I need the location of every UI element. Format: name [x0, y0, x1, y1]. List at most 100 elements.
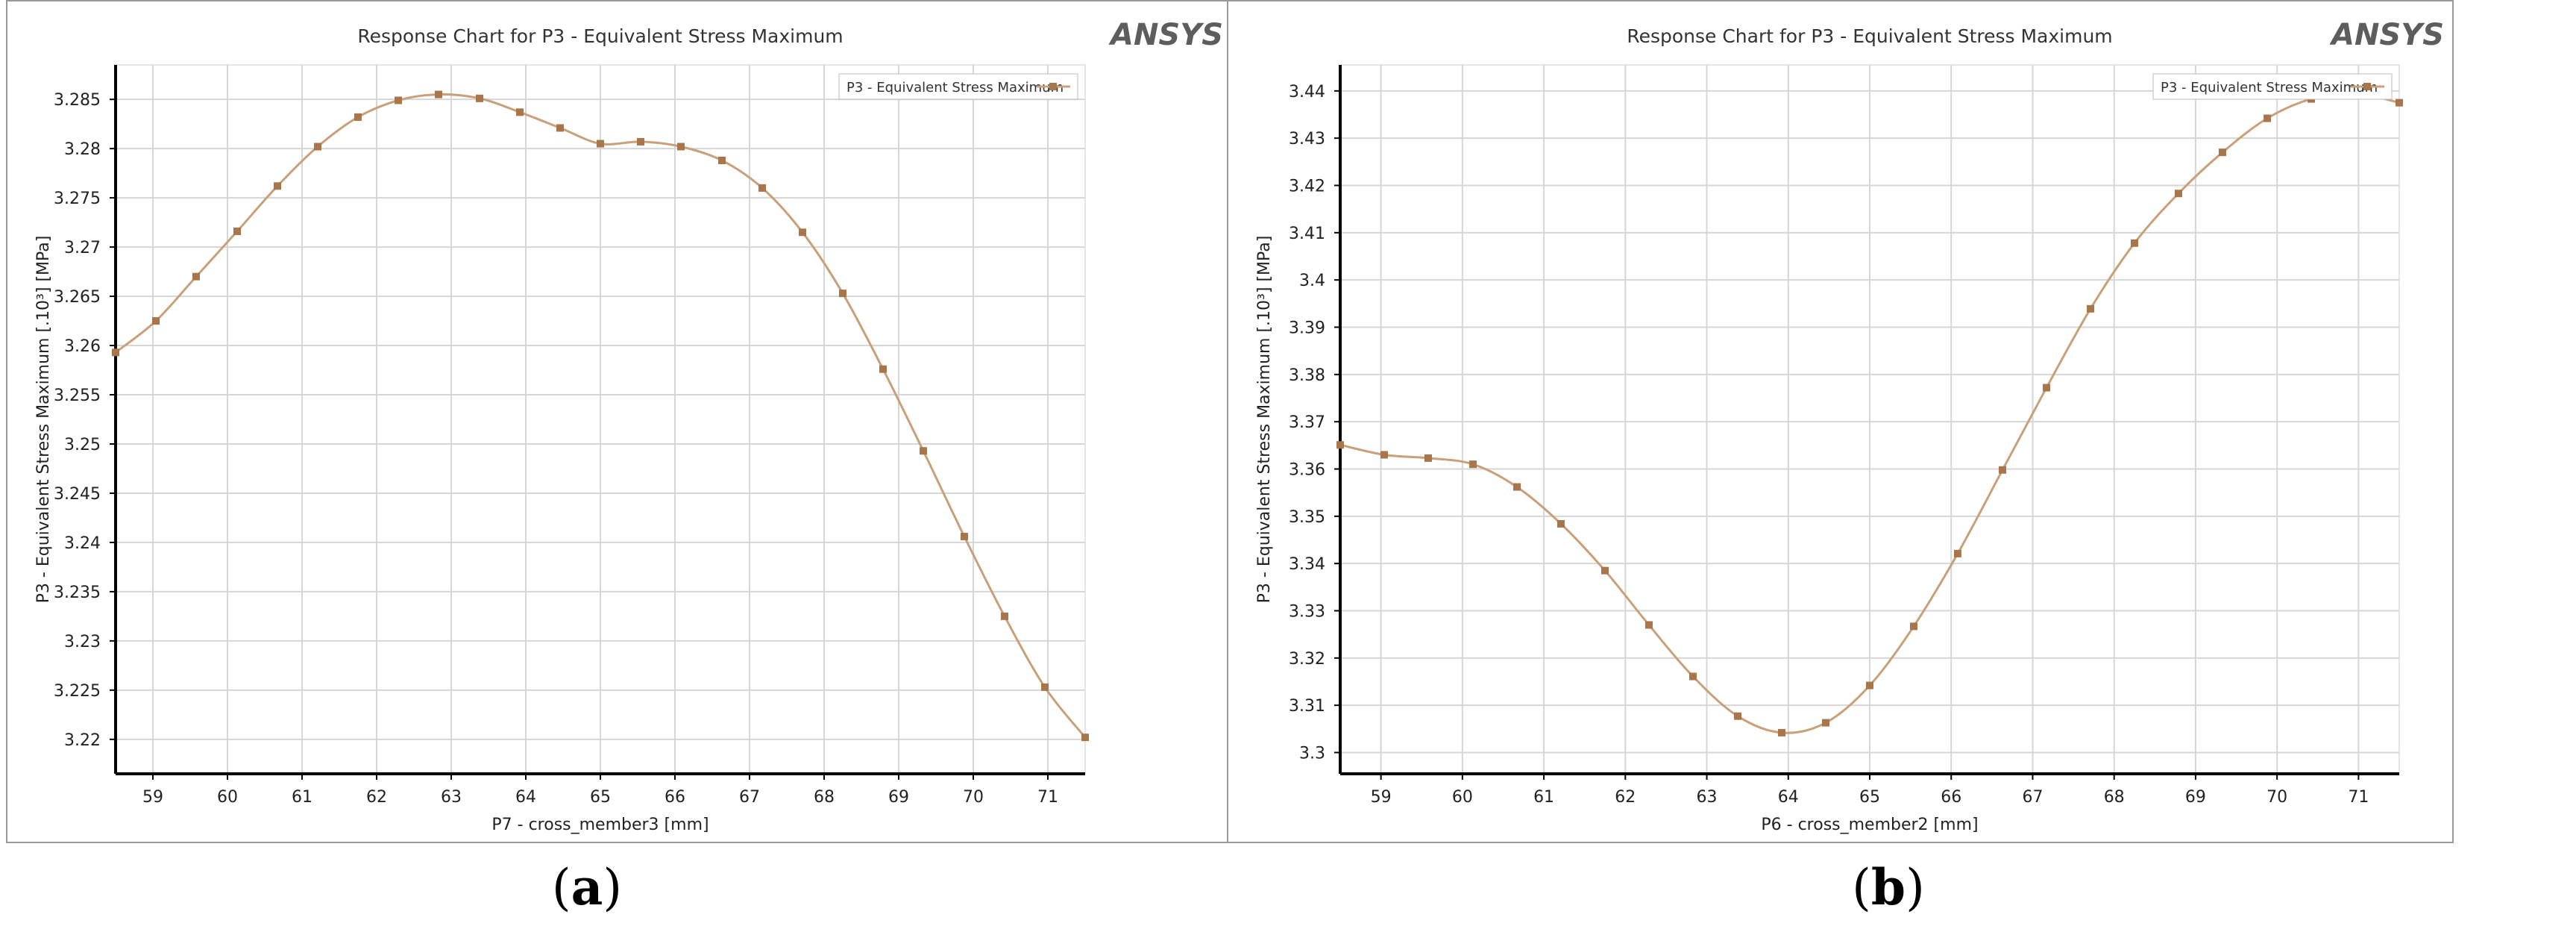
- y-tick-label: 3.4: [1299, 272, 1325, 290]
- y-tick-label: 3.34: [1289, 555, 1325, 574]
- data-point: [718, 156, 726, 164]
- legend-swatch-marker: [1049, 83, 1057, 90]
- x-tick-label: 67: [2022, 788, 2043, 807]
- x-axis-label: P6 - cross_member2 [mm]: [1761, 816, 1978, 834]
- data-point: [758, 184, 766, 192]
- data-point: [1001, 612, 1008, 620]
- data-point: [152, 317, 160, 325]
- x-tick-label: 62: [366, 788, 387, 807]
- ansys-logo: ANSYS: [2329, 18, 2444, 52]
- y-tick-label: 3.24: [64, 534, 101, 553]
- data-point: [1513, 483, 1521, 491]
- data-point: [476, 94, 483, 102]
- caption-a: (a): [551, 858, 623, 916]
- x-tick-label: 71: [1037, 788, 1058, 807]
- y-tick-label: 3.265: [54, 288, 101, 307]
- data-point: [233, 227, 241, 235]
- x-tick-label: 66: [1941, 788, 1961, 807]
- y-tick-label: 3.38: [1289, 366, 1325, 385]
- y-tick-label: 3.35: [1289, 508, 1325, 527]
- y-tick-label: 3.32: [1289, 650, 1325, 669]
- y-tick-label: 3.245: [54, 485, 101, 504]
- y-tick-label: 3.225: [54, 682, 101, 701]
- caption-b: (b): [1852, 858, 1925, 916]
- data-point: [1380, 451, 1388, 459]
- x-tick-label: 69: [888, 788, 909, 807]
- data-point: [799, 228, 806, 237]
- y-axis-label: P3 - Equivalent Stress Maximum [.10³] [M…: [34, 236, 53, 604]
- data-point: [314, 143, 321, 151]
- chart-b: Response Chart for P3 - Equivalent Stres…: [1255, 18, 2444, 834]
- y-tick-label: 3.41: [1289, 225, 1325, 243]
- y-tick-label: 3.23: [64, 633, 101, 651]
- chart-title: Response Chart for P3 - Equivalent Stres…: [1627, 25, 2112, 47]
- x-tick-label: 70: [2266, 788, 2287, 807]
- y-tick-label: 3.26: [64, 337, 101, 356]
- x-tick-label: 62: [1615, 788, 1636, 807]
- x-tick-label: 64: [515, 788, 536, 807]
- data-point: [2087, 304, 2095, 313]
- data-point: [637, 137, 644, 146]
- x-tick-label: 71: [2348, 788, 2369, 807]
- y-tick-label: 3.37: [1289, 413, 1325, 432]
- data-point: [879, 365, 887, 373]
- data-point: [2174, 190, 2182, 198]
- data-point: [1953, 549, 1961, 557]
- x-tick-label: 60: [217, 788, 238, 807]
- data-point: [2396, 98, 2403, 107]
- y-tick-label: 3.255: [54, 387, 101, 405]
- data-point: [597, 140, 604, 148]
- x-tick-label: 65: [590, 788, 611, 807]
- chart-a: Response Chart for P3 - Equivalent Stres…: [34, 18, 1223, 834]
- data-point: [1822, 719, 1830, 727]
- x-tick-label: 61: [292, 788, 312, 807]
- data-point: [435, 90, 442, 98]
- data-point: [395, 96, 402, 104]
- data-point: [1734, 712, 1742, 720]
- y-tick-label: 3.33: [1289, 603, 1325, 622]
- data-point: [1866, 681, 1873, 689]
- data-point: [112, 348, 119, 357]
- y-tick-label: 3.44: [1289, 83, 1325, 101]
- x-tick-label: 65: [1859, 788, 1880, 807]
- chart-panel-a: Response Chart for P3 - Equivalent Stres…: [6, 0, 1233, 843]
- x-tick-label: 59: [142, 788, 163, 807]
- series-line: [1339, 92, 2400, 734]
- data-point: [920, 447, 927, 455]
- y-axis-label: P3 - Equivalent Stress Maximum [.10³] [M…: [1255, 236, 1274, 604]
- x-tick-label: 68: [814, 788, 835, 807]
- data-point: [839, 290, 846, 298]
- data-point: [961, 533, 968, 541]
- y-tick-label: 3.36: [1289, 461, 1325, 480]
- legend-label: P3 - Equivalent Stress Maximum: [846, 80, 1064, 96]
- data-point: [556, 124, 564, 132]
- y-tick-label: 3.275: [54, 190, 101, 208]
- x-tick-label: 60: [1452, 788, 1473, 807]
- chart-title: Response Chart for P3 - Equivalent Stres…: [357, 25, 843, 47]
- chart-panel-b: Response Chart for P3 - Equivalent Stres…: [1227, 0, 2454, 843]
- data-point: [274, 182, 281, 190]
- y-tick-label: 3.27: [64, 239, 101, 257]
- data-point: [1909, 622, 1917, 631]
- x-tick-label: 66: [665, 788, 685, 807]
- x-tick-label: 70: [963, 788, 984, 807]
- x-tick-label: 63: [1697, 788, 1718, 807]
- caption-b-letter: b: [1870, 858, 1906, 916]
- y-tick-label: 3.42: [1289, 178, 1325, 196]
- data-point: [1081, 734, 1089, 742]
- data-point: [2264, 114, 2272, 122]
- y-tick-label: 3.31: [1289, 697, 1325, 716]
- y-tick-label: 3.39: [1289, 319, 1325, 338]
- data-point: [1469, 460, 1477, 469]
- data-point: [1601, 566, 1609, 575]
- x-tick-label: 64: [1778, 788, 1799, 807]
- data-point: [1336, 441, 1344, 449]
- x-tick-label: 61: [1533, 788, 1554, 807]
- data-point: [1688, 672, 1697, 681]
- data-point: [1778, 728, 1786, 736]
- data-point: [192, 272, 200, 281]
- x-tick-label: 69: [2185, 788, 2206, 807]
- data-point: [516, 108, 524, 116]
- legend-label: P3 - Equivalent Stress Maximum: [2161, 80, 2378, 96]
- data-point: [1999, 466, 2007, 474]
